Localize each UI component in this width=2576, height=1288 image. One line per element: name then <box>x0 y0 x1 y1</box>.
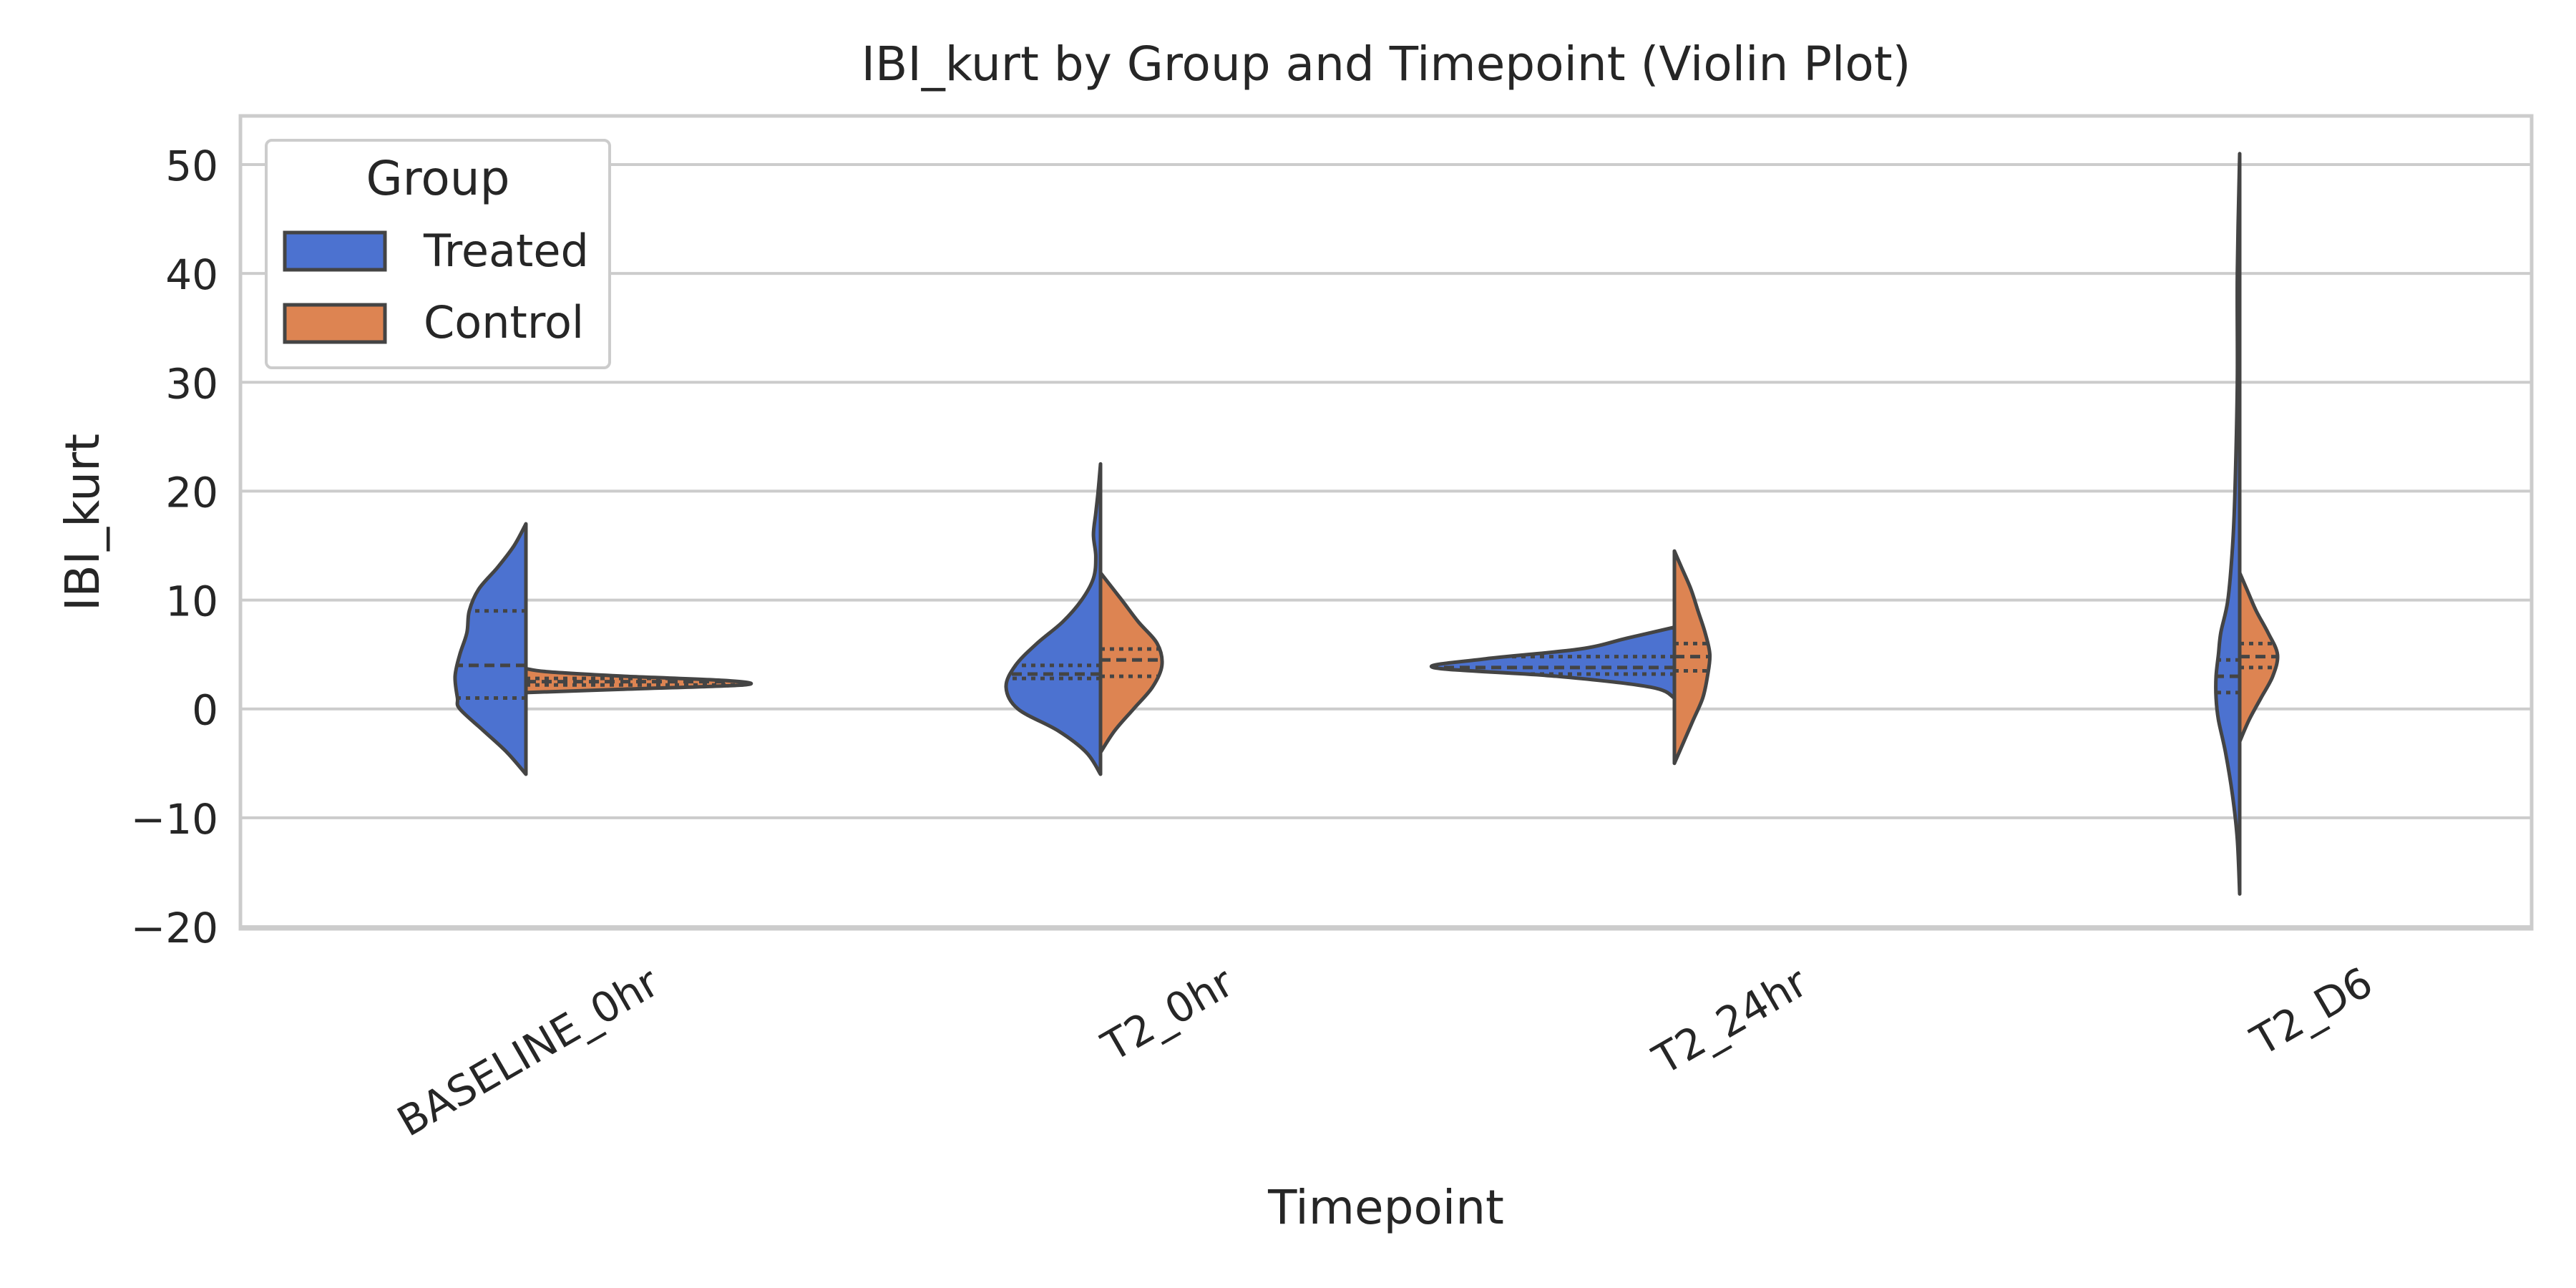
y-tick-label: 0 <box>192 686 218 735</box>
grid-lines <box>240 163 2532 928</box>
violin-treated-t2_24hr <box>1430 625 1677 700</box>
legend-swatch-control <box>283 303 387 344</box>
legend-label-treated: Treated <box>423 225 589 277</box>
plot-frame <box>238 114 2534 931</box>
x-tick-labels: BASELINE_0hr T2_0hr T2_24hr T2_D6 <box>389 957 2381 1146</box>
violin-treated-t2_d6 <box>2214 152 2242 896</box>
x-tick-label: BASELINE_0hr <box>389 957 667 1146</box>
legend-label-control: Control <box>424 296 584 348</box>
chart-title: IBI_kurt by Group and Timepoint (Violin … <box>862 36 1911 92</box>
legend-title: Group <box>366 151 510 206</box>
x-tick-label: T2_0hr <box>1093 957 1241 1071</box>
violin-treated-baseline_0hr <box>453 522 528 776</box>
x-tick-label: T2_24hr <box>1644 957 1815 1084</box>
x-axis-label: Timepoint <box>1267 1180 1504 1235</box>
y-tick-label: 20 <box>165 468 218 517</box>
y-tick-label: −10 <box>131 795 218 844</box>
y-tick-label: 30 <box>165 359 218 408</box>
y-tick-label: −20 <box>131 904 218 952</box>
y-axis-label: IBI_kurt <box>55 434 110 611</box>
violin-treated-t2_0hr <box>1004 462 1103 776</box>
violins <box>453 152 2280 896</box>
x-tick-label: T2_D6 <box>2243 957 2381 1065</box>
y-tick-labels: −20 −10 0 10 20 30 40 50 <box>131 142 218 952</box>
y-tick-label: 10 <box>165 577 218 626</box>
y-tick-label: 40 <box>165 250 218 299</box>
violin-control-t2_0hr <box>1098 571 1164 755</box>
legend-swatch-treated <box>283 230 387 272</box>
legend: Group Treated Control <box>265 139 611 369</box>
y-tick-label: 50 <box>165 142 218 190</box>
